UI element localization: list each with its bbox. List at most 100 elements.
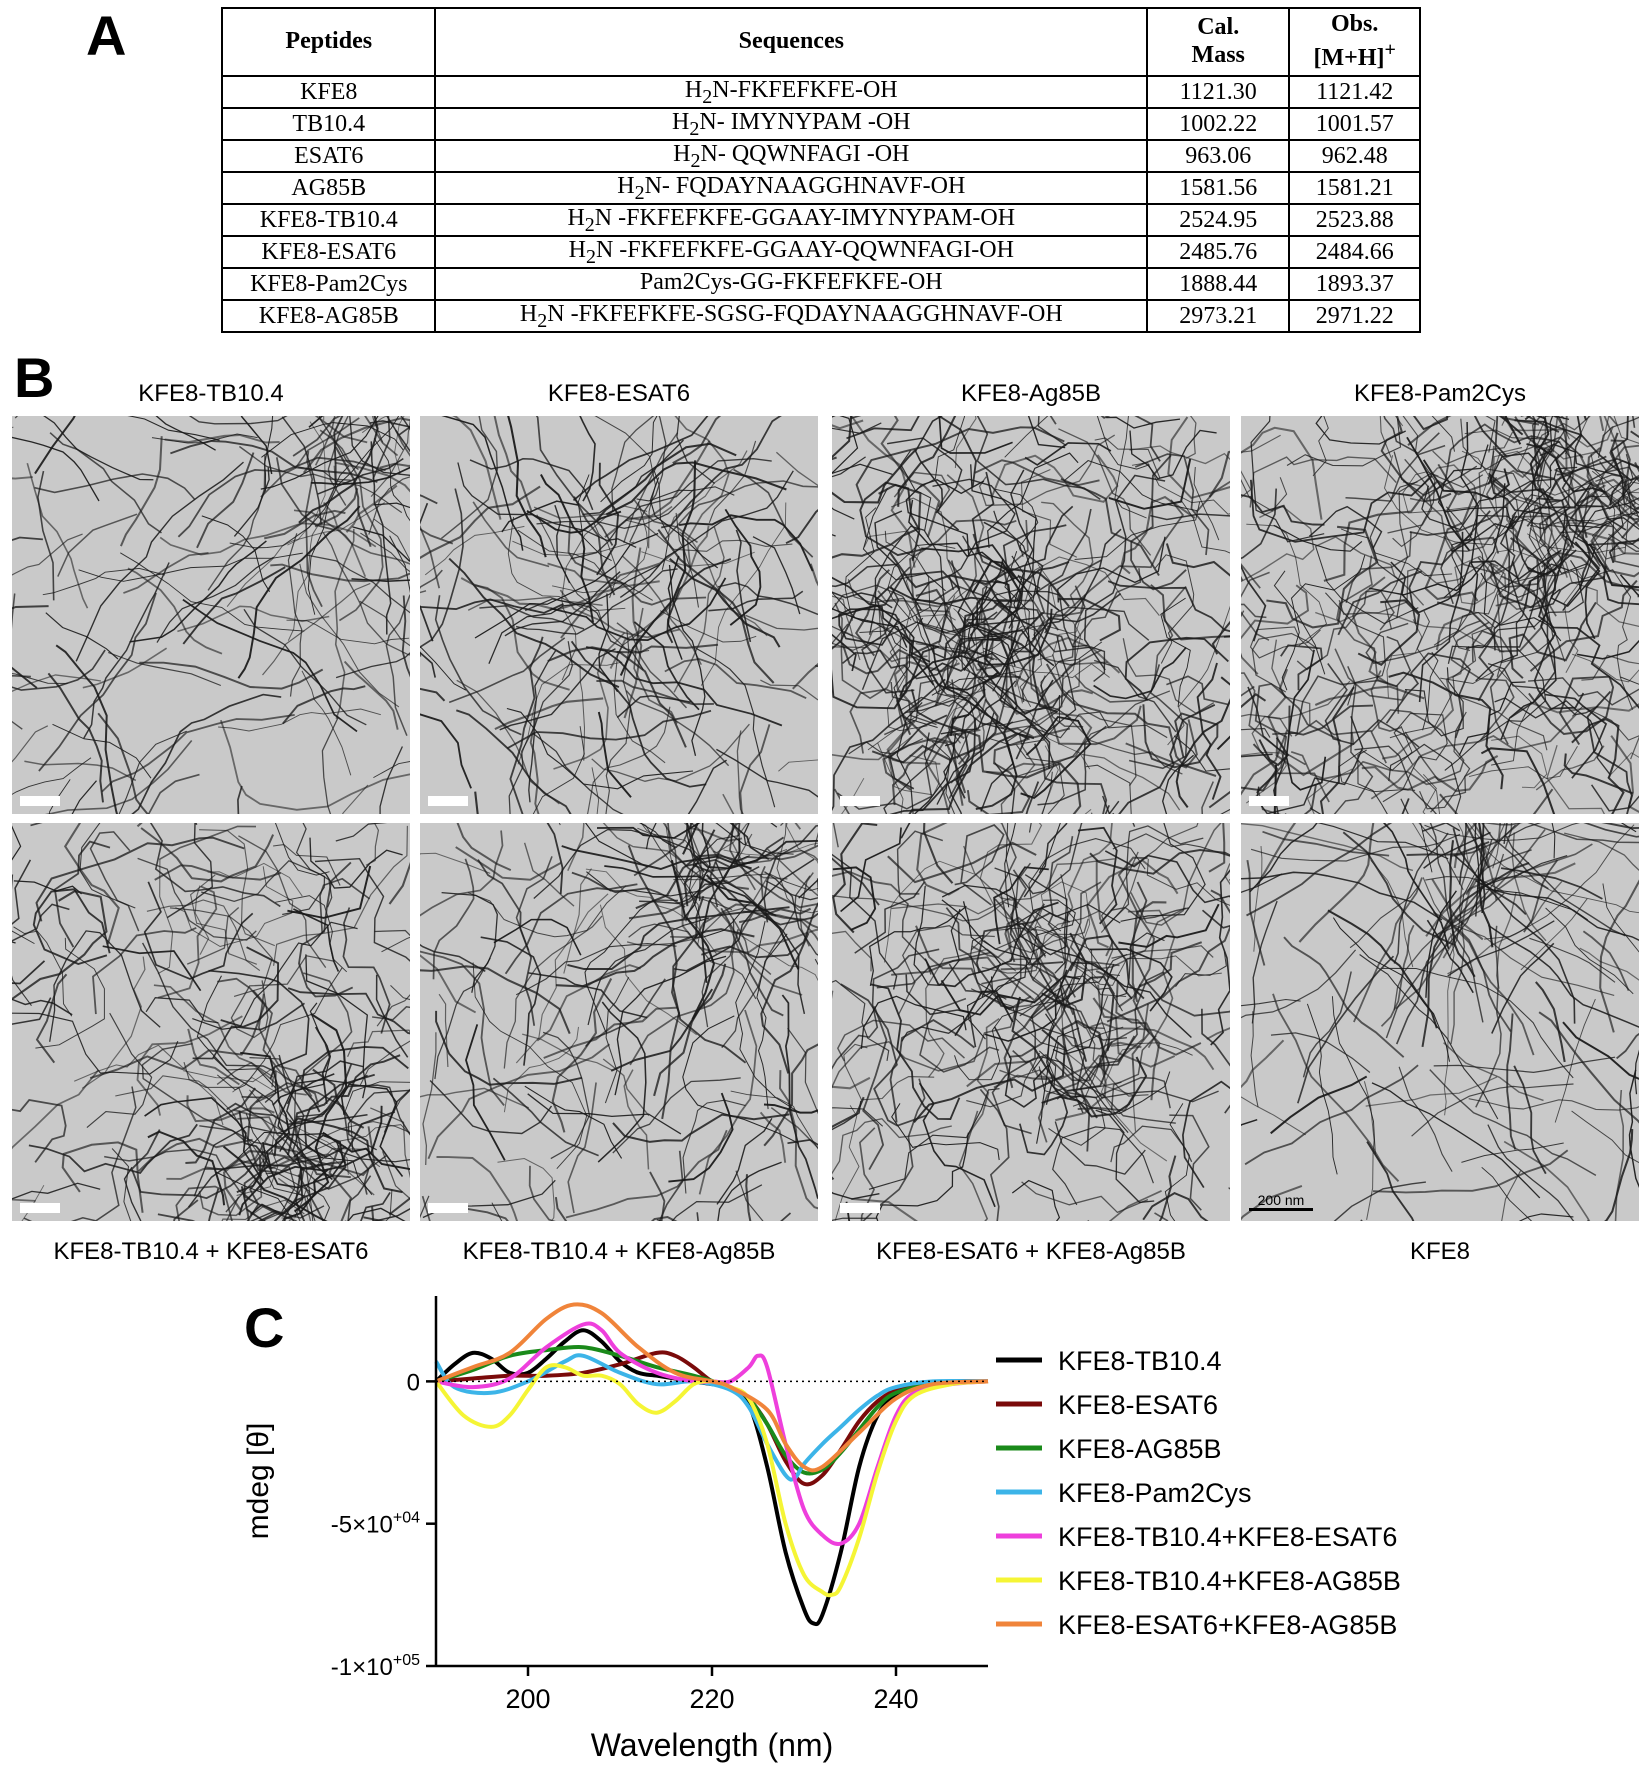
fiber-strand xyxy=(1474,823,1480,917)
micrograph-caption: KFE8-Pam2Cys xyxy=(1353,380,1527,407)
fiber-strand xyxy=(832,1107,884,1127)
fiber-strand xyxy=(954,966,1088,1081)
fiber-strand xyxy=(683,833,753,885)
fiber-strand xyxy=(735,1170,764,1221)
fiber-strand xyxy=(118,730,187,814)
fiber-strand xyxy=(1216,735,1230,751)
scale-bar xyxy=(1249,796,1289,806)
fiber-strand xyxy=(1395,885,1485,1045)
fiber-strand xyxy=(1000,916,1044,971)
fiber-strand xyxy=(584,823,648,868)
sequence-prefix: H xyxy=(672,108,690,135)
fiber-strand xyxy=(1568,472,1639,555)
fiber-strand xyxy=(1365,620,1481,665)
fiber-strand xyxy=(905,479,985,557)
fiber-strand xyxy=(1241,1039,1285,1089)
fiber-strand xyxy=(565,1129,728,1219)
fiber-strand xyxy=(12,666,38,689)
fiber-strand xyxy=(1241,494,1325,526)
legend-label: KFE8-ESAT6 xyxy=(1058,1390,1218,1420)
sequence-rest: N- QQWNFAGI -OH xyxy=(700,140,910,167)
fiber-strand xyxy=(1352,576,1389,685)
fiber-strand xyxy=(1001,962,1086,1114)
fiber-strand xyxy=(1120,823,1206,922)
fiber-strand xyxy=(1083,474,1166,671)
fiber-strand xyxy=(432,858,475,980)
fiber-strand xyxy=(183,1067,292,1083)
fiber-strand xyxy=(1537,429,1566,543)
fiber-strand xyxy=(883,732,930,814)
fiber-strand xyxy=(285,1060,368,1125)
fiber-strand xyxy=(420,954,477,1014)
fiber-strand xyxy=(929,652,1051,769)
fiber-strand xyxy=(1296,589,1395,671)
fiber-strand xyxy=(1402,450,1490,514)
fiber-strand xyxy=(1201,781,1214,814)
tem-micrograph xyxy=(12,823,410,1221)
tem-micrograph xyxy=(420,416,818,814)
y-axis-label: mdeg [θ] xyxy=(242,1423,275,1540)
fiber-strand xyxy=(1528,677,1639,706)
fiber-strand xyxy=(243,608,367,726)
fiber-strand xyxy=(696,1212,699,1221)
fiber-strand xyxy=(1131,462,1230,515)
cd-spectra-chart: 200 220 240 0 -5×10+04 -1×10+05 Wavelength (n… xyxy=(242,1296,1401,1763)
fiber-strand xyxy=(1589,416,1637,546)
sequence-rest: N -FKFEFKFE-GGAAY-IMYNYPAM-OH xyxy=(594,204,1016,231)
fiber-strand xyxy=(1554,416,1583,483)
y-tick-label-base: -1×10 xyxy=(331,1654,393,1681)
fiber-strand xyxy=(546,823,564,895)
obs-mass-cell: 2484.66 xyxy=(1288,235,1421,269)
fiber-strand xyxy=(832,595,861,661)
fiber-strand xyxy=(304,1133,410,1163)
fiber-strand xyxy=(506,709,712,750)
fiber-strand xyxy=(82,647,168,689)
fiber-strand xyxy=(1201,909,1230,929)
fiber-strand xyxy=(1409,497,1525,575)
header-cal-line1: Cal. xyxy=(1197,14,1240,41)
fiber-strand xyxy=(897,416,957,507)
fiber-strand xyxy=(1018,1080,1069,1156)
fiber-strand xyxy=(1401,798,1410,814)
sequence-cell: H2N-FKFEFKFE-OH xyxy=(434,75,1149,109)
fiber-strand xyxy=(189,874,257,965)
fiber-strand xyxy=(832,1096,865,1181)
fiber-strand xyxy=(1439,788,1554,814)
fiber-strand xyxy=(287,465,337,641)
micrograph-texture xyxy=(832,823,1230,1221)
fiber-strand xyxy=(1603,506,1639,576)
fiber-strand xyxy=(682,823,699,855)
fiber-strand xyxy=(383,1088,410,1133)
micrograph-texture xyxy=(420,823,818,1221)
fiber-strand xyxy=(1241,488,1278,560)
fiber-strand xyxy=(1492,823,1506,869)
fiber-strand xyxy=(1060,823,1113,928)
fiber-strand xyxy=(604,440,711,538)
fiber-strand xyxy=(536,964,641,1042)
fiber-strand xyxy=(372,416,391,480)
fiber-strand xyxy=(540,474,594,623)
fiber-strand xyxy=(579,665,586,761)
fiber-strand xyxy=(614,955,727,1096)
fiber-strand xyxy=(752,536,801,615)
fiber-strand xyxy=(1363,1081,1375,1220)
fiber-strand xyxy=(1588,543,1639,589)
fiber-strand xyxy=(351,578,410,582)
fiber-strand xyxy=(441,416,524,551)
micrograph-texture xyxy=(12,823,410,1221)
fiber-strand xyxy=(504,571,621,637)
fiber-strand xyxy=(1345,531,1412,604)
fiber-strand xyxy=(962,901,1002,998)
fiber-strand xyxy=(862,1078,926,1221)
table-row: KFE8-ESAT6 H2N -FKFEFKFE-GGAAY-QQWNFAGI-O… xyxy=(220,235,1421,269)
fiber-strand xyxy=(314,487,359,528)
fiber-strand xyxy=(86,1012,153,1129)
fiber-strand xyxy=(1545,907,1634,995)
fiber-strand xyxy=(733,930,818,982)
fiber-strand xyxy=(83,562,170,739)
fiber-strand xyxy=(1382,646,1470,760)
fiber-strand xyxy=(891,956,1035,1001)
fiber-strand xyxy=(1273,570,1326,675)
fiber-strand xyxy=(1429,1069,1597,1177)
fiber-strand xyxy=(455,1205,509,1221)
